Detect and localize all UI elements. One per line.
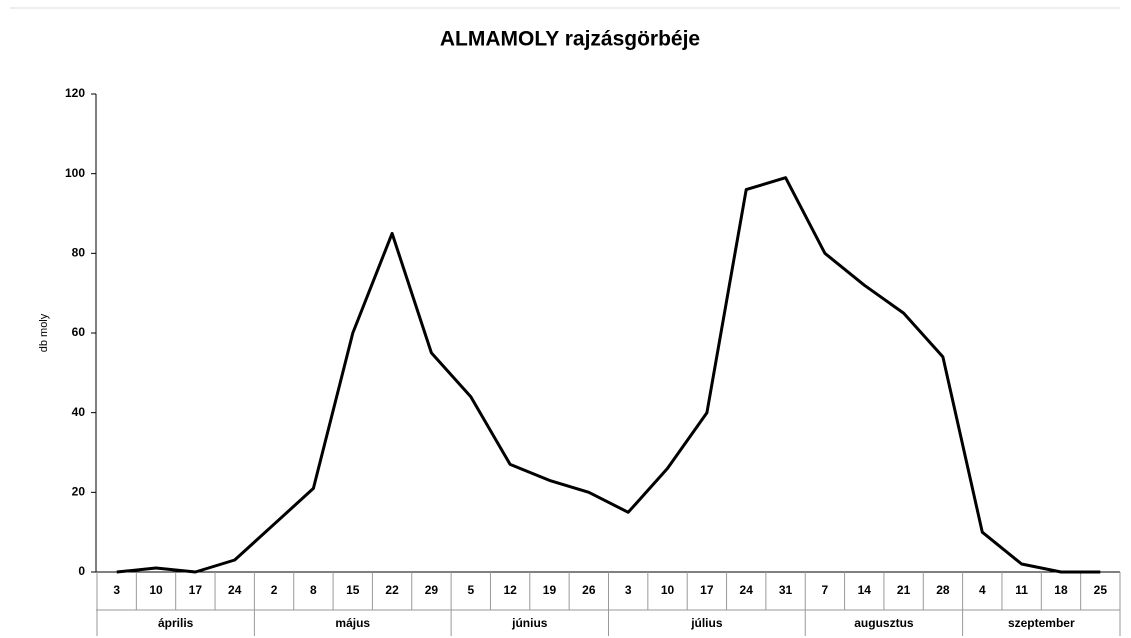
x-tick-label: 31 <box>779 583 793 597</box>
x-tick-label: 26 <box>582 583 596 597</box>
x-tick-label: 3 <box>113 583 120 597</box>
month-label: június <box>511 616 548 630</box>
data-line <box>116 176 1101 574</box>
x-tick-label: 7 <box>822 583 829 597</box>
chart-title: ALMAMOLY rajzásgörbéje <box>440 28 700 51</box>
x-tick-label: 5 <box>467 583 474 597</box>
y-tick-label: 0 <box>78 564 85 578</box>
x-tick-label: 8 <box>310 583 317 597</box>
y-tick-label: 100 <box>65 166 85 180</box>
x-tick-label: 22 <box>385 583 399 597</box>
month-label: május <box>335 616 370 630</box>
x-tick-label: 4 <box>979 583 986 597</box>
y-axis-label: db moly <box>38 313 50 352</box>
x-tick-label: 24 <box>740 583 754 597</box>
month-label: április <box>158 616 194 630</box>
y-tick-label: 120 <box>65 86 85 100</box>
x-tick-label: 11 <box>1015 583 1028 597</box>
x-tick-label: 14 <box>858 583 872 597</box>
x-tick-label: 18 <box>1054 583 1068 597</box>
x-tick-label: 17 <box>700 583 714 597</box>
x-tick-label: 2 <box>271 583 278 597</box>
y-tick-label: 20 <box>72 485 86 499</box>
x-tick-label: 28 <box>936 583 950 597</box>
y-tick-label: 60 <box>72 325 86 339</box>
x-tick-label: 19 <box>543 583 557 597</box>
x-tick-label: 29 <box>425 583 439 597</box>
x-tick-label: 21 <box>897 583 911 597</box>
x-tick-label: 3 <box>625 583 632 597</box>
month-label: július <box>690 616 723 630</box>
month-label: augusztus <box>854 616 914 630</box>
y-tick-label: 40 <box>72 405 86 419</box>
x-tick-label: 15 <box>346 583 360 597</box>
month-label: szeptember <box>1008 616 1075 630</box>
x-tick-label: 10 <box>149 583 163 597</box>
x-tick-label: 17 <box>189 583 203 597</box>
x-tick-label: 12 <box>503 583 517 597</box>
x-tick-label: 24 <box>228 583 242 597</box>
x-tick-label: 10 <box>661 583 675 597</box>
y-tick-label: 80 <box>72 246 86 260</box>
x-tick-label: 25 <box>1094 583 1108 597</box>
